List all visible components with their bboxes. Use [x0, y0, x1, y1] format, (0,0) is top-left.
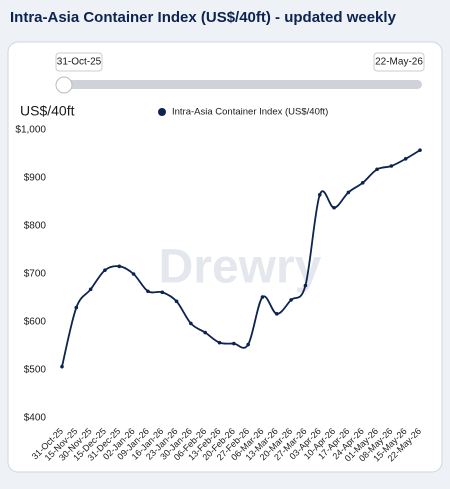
data-point	[260, 295, 265, 299]
legend-marker	[158, 108, 166, 116]
page-title: Intra-Asia Container Index (US$/40ft) - …	[10, 9, 397, 26]
slider-track[interactable]	[60, 80, 422, 89]
data-point	[88, 287, 93, 292]
y-tick-label: $700	[24, 269, 47, 280]
slider-end-label: 22-May-26	[375, 57, 423, 68]
data-point	[317, 193, 322, 197]
data-point	[418, 148, 422, 152]
data-point	[289, 298, 293, 302]
data-point	[246, 342, 250, 347]
data-point	[146, 289, 150, 294]
data-point	[174, 299, 179, 304]
y-tick-label: $800	[24, 221, 47, 232]
data-point	[375, 167, 379, 172]
data-point	[275, 312, 279, 316]
data-point	[360, 181, 365, 185]
y-axis-label: US$/40ft	[20, 103, 75, 119]
series-line	[61, 149, 421, 367]
watermark: Drewry	[159, 241, 322, 294]
y-tick-label: $400	[24, 413, 47, 424]
data-point	[103, 268, 107, 272]
card	[7, 41, 443, 473]
data-point	[74, 305, 79, 310]
data-point	[60, 364, 64, 369]
slider-end-box	[373, 52, 425, 72]
y-tick-label: $1,000	[15, 125, 46, 136]
data-point	[403, 157, 408, 161]
data-point	[203, 330, 207, 335]
data-point	[160, 290, 165, 295]
y-tick-label: $900	[24, 173, 47, 184]
data-point	[346, 190, 351, 195]
data-point	[332, 205, 336, 210]
slider-handle[interactable]	[55, 76, 73, 94]
data-point	[232, 341, 236, 346]
data-point	[303, 283, 308, 288]
slider-start-label: 31-Oct-25	[57, 57, 102, 68]
y-tick-label: $600	[24, 317, 47, 328]
y-tick-label: $500	[24, 365, 47, 376]
slider-start-box	[55, 52, 103, 72]
data-point	[389, 164, 394, 168]
data-point	[217, 340, 222, 345]
data-point	[189, 321, 193, 326]
data-point	[117, 264, 122, 269]
legend-label: Intra-Asia Container Index (US$/40ft)	[172, 107, 328, 118]
data-point	[131, 272, 136, 276]
